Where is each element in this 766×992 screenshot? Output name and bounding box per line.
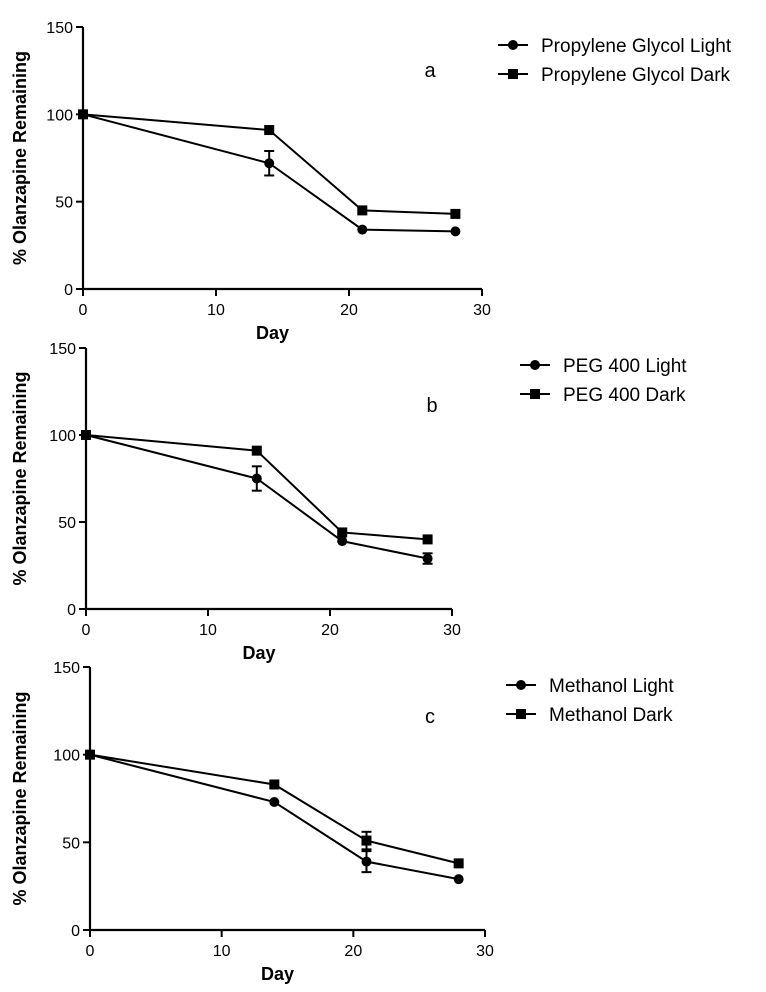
data-point bbox=[269, 797, 280, 808]
data-point bbox=[450, 226, 461, 237]
data-point bbox=[450, 208, 461, 219]
data-point bbox=[264, 125, 275, 136]
series-square bbox=[81, 430, 433, 545]
x-tick-label: 10 bbox=[213, 943, 231, 960]
series-line bbox=[89, 753, 459, 881]
legend-marker bbox=[516, 709, 526, 719]
x-tick-label: 10 bbox=[207, 302, 225, 319]
legend-marker bbox=[530, 389, 540, 399]
y-tick-label: 0 bbox=[67, 602, 76, 619]
legend-marker bbox=[516, 680, 526, 690]
legend-label: Methanol Dark bbox=[549, 705, 673, 726]
legend-label: PEG 400 Light bbox=[563, 356, 687, 377]
data-point bbox=[337, 527, 348, 538]
legend-label: PEG 400 Dark bbox=[563, 385, 686, 406]
data-point bbox=[85, 749, 95, 760]
y-axis-title: % Olanzapine Remaining bbox=[10, 371, 30, 585]
legend-label: Propylene Glycol Dark bbox=[541, 65, 731, 86]
series-line bbox=[89, 753, 459, 865]
y-axis-title: % Olanzapine Remaining bbox=[10, 691, 30, 905]
y-tick-label: 50 bbox=[55, 195, 73, 212]
chart-panel-a: 0 50 100 150 0 10 20 30 Day % Olanzapine Remainin… bbox=[10, 20, 732, 343]
legend-entry: PEG 400 Light bbox=[520, 356, 687, 377]
series-line bbox=[82, 113, 456, 215]
x-tick-label: 0 bbox=[82, 622, 91, 639]
x-tick-label: 20 bbox=[340, 302, 358, 319]
legend-label: Propylene Glycol Light bbox=[541, 36, 732, 57]
x-tick-label: 20 bbox=[321, 622, 339, 639]
series-circle bbox=[85, 749, 464, 885]
y-tick-label: 50 bbox=[62, 835, 80, 852]
x-tick-label: 0 bbox=[86, 943, 95, 960]
x-axis-title: Day bbox=[261, 964, 294, 984]
legend-marker bbox=[508, 69, 518, 79]
series-square bbox=[85, 749, 464, 869]
y-tick-label: 50 bbox=[58, 515, 76, 532]
data-point bbox=[81, 430, 91, 440]
data-point bbox=[251, 473, 262, 484]
legend-entry: Methanol Dark bbox=[506, 705, 673, 726]
data-point bbox=[357, 205, 368, 216]
data-point bbox=[269, 779, 280, 790]
panel-label: b bbox=[426, 395, 437, 417]
legend-entry: Methanol Light bbox=[506, 676, 674, 697]
legend-marker bbox=[508, 40, 518, 50]
x-tick-label: 20 bbox=[344, 943, 362, 960]
y-tick-label: 150 bbox=[46, 20, 73, 37]
series-line bbox=[82, 113, 456, 233]
y-tick-label: 0 bbox=[64, 282, 73, 299]
y-tick-label: 150 bbox=[53, 660, 80, 677]
data-point bbox=[264, 158, 275, 169]
legend-entry: PEG 400 Dark bbox=[520, 385, 686, 406]
data-point bbox=[453, 874, 464, 885]
data-point bbox=[361, 856, 372, 867]
series-square bbox=[78, 109, 461, 219]
data-point bbox=[251, 445, 262, 456]
x-tick-label: 30 bbox=[476, 943, 494, 960]
y-tick-label: 100 bbox=[49, 428, 76, 445]
series-line bbox=[85, 434, 428, 560]
x-axis-title: Day bbox=[256, 323, 289, 343]
legend-label: Methanol Light bbox=[549, 676, 674, 697]
panel-label: c bbox=[425, 706, 435, 728]
x-tick-label: 10 bbox=[199, 622, 217, 639]
data-point bbox=[78, 109, 88, 120]
data-point bbox=[422, 534, 433, 545]
y-tick-label: 0 bbox=[71, 923, 80, 940]
y-tick-label: 100 bbox=[46, 107, 73, 124]
legend-entry: Propylene Glycol Light bbox=[498, 36, 732, 57]
y-axis-title: % Olanzapine Remaining bbox=[10, 51, 30, 265]
x-tick-label: 30 bbox=[473, 302, 491, 319]
y-tick-label: 150 bbox=[49, 341, 76, 358]
data-point bbox=[361, 835, 372, 846]
series-line bbox=[85, 434, 428, 541]
x-axis-title: Day bbox=[242, 643, 275, 663]
legend-entry: Propylene Glycol Dark bbox=[498, 65, 731, 86]
data-point bbox=[422, 553, 433, 564]
data-point bbox=[453, 858, 464, 869]
legend-marker bbox=[530, 360, 540, 370]
panel-label: a bbox=[424, 60, 436, 82]
chart-panel-b: 0 50 100 150 0 10 20 30 Day % Olanzapine Remainin… bbox=[10, 341, 687, 663]
data-point bbox=[357, 224, 368, 235]
chart-panel-c: 0 50 100 150 0 10 20 30 Day % Olanzapine Remainin… bbox=[10, 660, 674, 984]
y-tick-label: 100 bbox=[53, 748, 80, 765]
data-point bbox=[337, 536, 348, 547]
series-circle bbox=[81, 430, 433, 565]
x-tick-label: 0 bbox=[79, 302, 88, 319]
x-tick-label: 30 bbox=[443, 622, 461, 639]
